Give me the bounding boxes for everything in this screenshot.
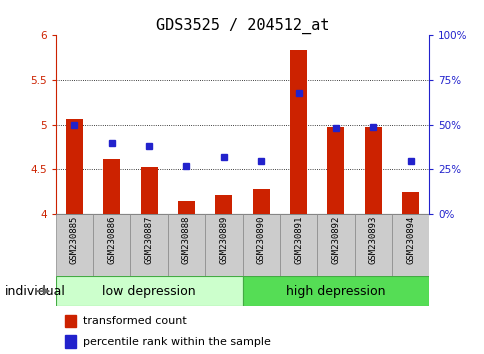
Text: GSM230891: GSM230891	[293, 216, 302, 264]
FancyBboxPatch shape	[56, 214, 93, 276]
FancyBboxPatch shape	[354, 214, 391, 276]
Text: low depression: low depression	[102, 285, 196, 298]
FancyBboxPatch shape	[391, 214, 428, 276]
Bar	[103, 159, 120, 214]
Text: high depression: high depression	[286, 285, 385, 298]
Text: GSM230890: GSM230890	[256, 216, 265, 264]
Bar	[65, 315, 76, 327]
FancyBboxPatch shape	[167, 214, 205, 276]
Bar	[252, 189, 269, 214]
Bar	[401, 192, 418, 214]
Text: GSM230888: GSM230888	[182, 216, 191, 264]
Text: percentile rank within the sample: percentile rank within the sample	[83, 337, 271, 347]
Bar	[215, 194, 232, 214]
Bar	[289, 50, 306, 214]
Text: individual: individual	[5, 285, 66, 298]
Title: GDS3525 / 204512_at: GDS3525 / 204512_at	[155, 18, 329, 34]
Text: GSM230889: GSM230889	[219, 216, 228, 264]
Text: GSM230885: GSM230885	[70, 216, 79, 264]
Text: GSM230887: GSM230887	[144, 216, 153, 264]
FancyBboxPatch shape	[205, 214, 242, 276]
Text: GSM230893: GSM230893	[368, 216, 377, 264]
FancyBboxPatch shape	[56, 276, 242, 306]
FancyBboxPatch shape	[279, 214, 317, 276]
Bar	[140, 167, 157, 214]
Bar	[364, 127, 381, 214]
Text: GSM230894: GSM230894	[405, 216, 414, 264]
FancyBboxPatch shape	[93, 214, 130, 276]
FancyBboxPatch shape	[317, 214, 354, 276]
Bar	[327, 127, 344, 214]
FancyBboxPatch shape	[130, 214, 167, 276]
Bar	[178, 201, 195, 214]
Text: GSM230886: GSM230886	[107, 216, 116, 264]
Bar	[66, 119, 83, 214]
Text: transformed count: transformed count	[83, 316, 187, 326]
FancyBboxPatch shape	[242, 276, 428, 306]
Bar	[65, 335, 76, 348]
FancyBboxPatch shape	[242, 214, 279, 276]
Text: GSM230892: GSM230892	[331, 216, 340, 264]
